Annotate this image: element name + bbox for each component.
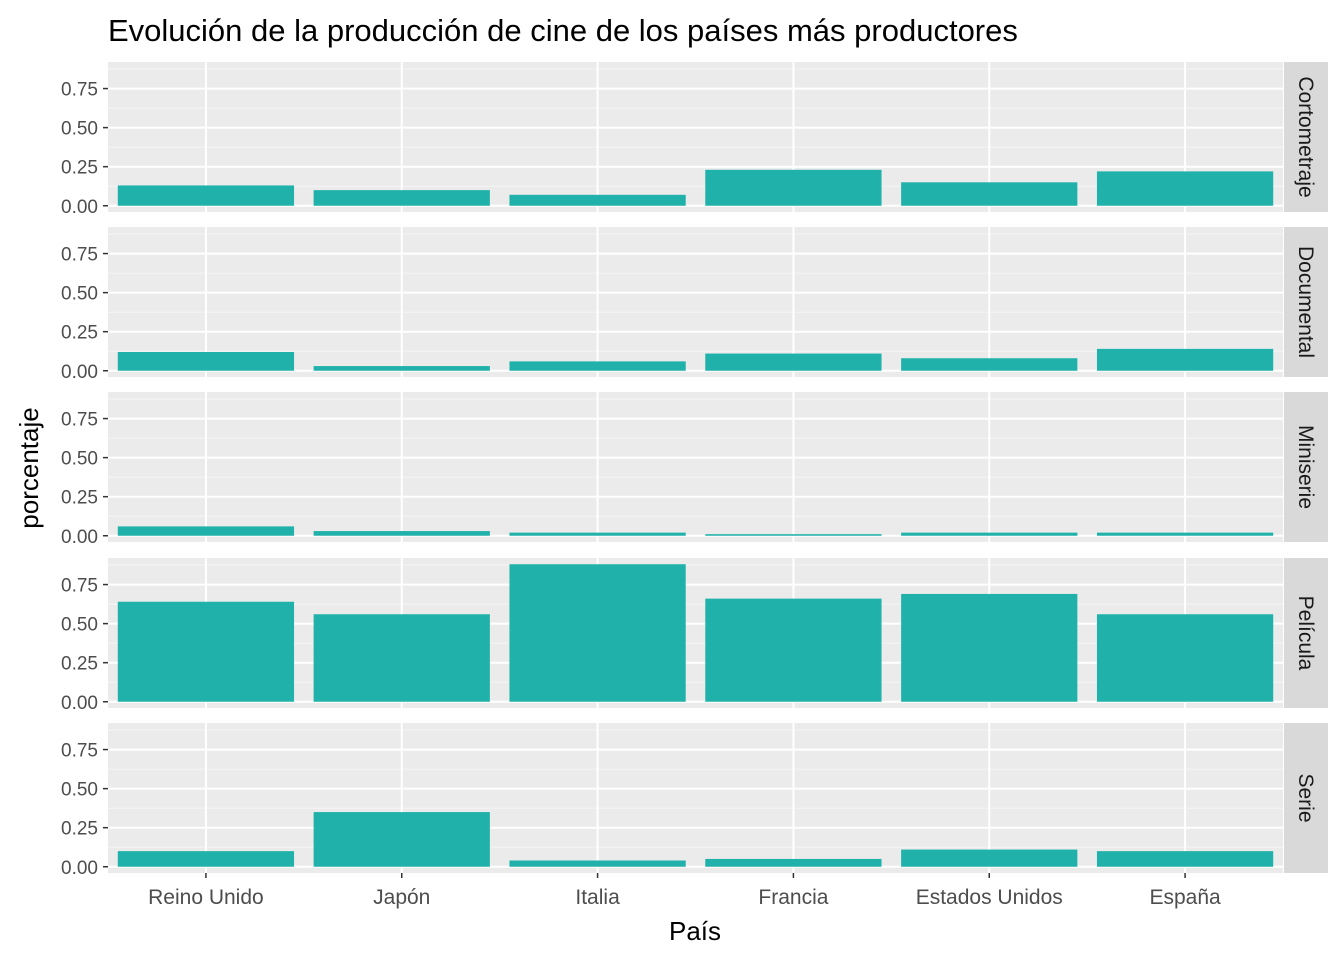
- y-tick-label: 0.50: [61, 615, 98, 636]
- bar: [1096, 171, 1274, 206]
- panel-background: [108, 392, 1283, 542]
- panel-background: [108, 723, 1283, 873]
- panel-background: [108, 227, 1283, 377]
- y-tick-label: 0.75: [61, 576, 98, 597]
- bar: [901, 358, 1078, 371]
- y-tick-label: 0.25: [61, 488, 98, 509]
- x-axis: Reino Unido Japón Italia Francia Estados Uni…: [148, 873, 1221, 909]
- bar: [313, 366, 490, 371]
- y-tick-label: 0.75: [61, 410, 98, 431]
- facet-strip-label: Documental: [1294, 246, 1317, 358]
- y-tick-label: 0.75: [61, 741, 98, 762]
- panel-background: [108, 558, 1283, 708]
- bar: [117, 526, 295, 536]
- x-tick-label: Japón: [373, 886, 430, 909]
- facet-panel: 0.00 0.25 0.50 0.75 Serie: [61, 723, 1328, 879]
- y-tick-label: 0.50: [61, 119, 98, 140]
- bar: [313, 531, 490, 536]
- bar: [313, 614, 490, 702]
- x-tick-label: Reino Unido: [148, 886, 264, 909]
- bar: [1096, 614, 1274, 702]
- y-tick-label: 0.75: [61, 80, 98, 101]
- facet-strip: [1284, 62, 1328, 212]
- facet-strip-label: Película: [1294, 596, 1317, 671]
- bar: [705, 858, 882, 867]
- y-tick-label: 0.50: [61, 284, 98, 305]
- bar: [705, 534, 882, 536]
- facet-strip-label: Cortometraje: [1294, 76, 1317, 197]
- y-tick-label: 0.25: [61, 819, 98, 840]
- facet-strip: [1284, 558, 1328, 708]
- bar: [1096, 851, 1274, 867]
- x-tick-label: Estados Unidos: [916, 886, 1063, 909]
- facet-strip: [1284, 723, 1328, 873]
- bar: [705, 353, 882, 371]
- facet-strip-label: Serie: [1294, 773, 1317, 822]
- facet-strip: [1284, 392, 1328, 542]
- y-tick-label: 0.00: [61, 362, 98, 383]
- y-tick-label: 0.25: [61, 654, 98, 675]
- y-tick-label: 0.00: [61, 693, 98, 714]
- y-tick-label: 0.25: [61, 158, 98, 179]
- chart-title: Evolución de la producción de cine de lo…: [108, 13, 1018, 48]
- facet-strip-label: Miniserie: [1294, 425, 1317, 509]
- bar: [313, 190, 490, 206]
- bar: [117, 601, 295, 702]
- bar: [901, 182, 1078, 206]
- bar: [509, 361, 686, 371]
- y-tick-label: 0.00: [61, 858, 98, 879]
- bar: [313, 812, 490, 867]
- bar: [901, 593, 1078, 702]
- facet-panels: 0.00 0.25 0.50 0.75 Cortometraje 0.00 0.25 0.50…: [61, 62, 1328, 879]
- y-tick-label: 0.00: [61, 527, 98, 548]
- facet-panel: 0.00 0.25 0.50 0.75 Cortometraje: [61, 62, 1328, 218]
- bar: [509, 194, 686, 206]
- bar: [1096, 532, 1274, 536]
- bar: [509, 564, 686, 702]
- y-tick-label: 0.00: [61, 197, 98, 218]
- bar: [509, 532, 686, 536]
- bar: [1096, 348, 1274, 371]
- bar: [705, 169, 882, 206]
- x-tick-label: España: [1149, 886, 1221, 909]
- bar: [705, 598, 882, 702]
- facet-panel: 0.00 0.25 0.50 0.75 Documental: [61, 227, 1328, 383]
- x-axis-title: País: [669, 916, 721, 946]
- bar: [901, 532, 1078, 536]
- facet-panel: 0.00 0.25 0.50 0.75 Miniserie: [61, 392, 1328, 548]
- bar: [901, 849, 1078, 867]
- y-tick-label: 0.25: [61, 323, 98, 344]
- panel-background: [108, 62, 1283, 212]
- bar: [509, 860, 686, 867]
- y-tick-label: 0.75: [61, 245, 98, 266]
- bar: [117, 185, 295, 206]
- facet-strip: [1284, 227, 1328, 377]
- facet-panel: 0.00 0.25 0.50 0.75 Película: [61, 558, 1328, 714]
- y-tick-label: 0.50: [61, 449, 98, 470]
- x-tick-label: Francia: [758, 886, 828, 909]
- y-tick-label: 0.50: [61, 780, 98, 801]
- y-axis-title: porcentaje: [14, 407, 44, 528]
- bar: [117, 851, 295, 867]
- x-tick-label: Italia: [575, 886, 620, 909]
- bar: [117, 352, 295, 371]
